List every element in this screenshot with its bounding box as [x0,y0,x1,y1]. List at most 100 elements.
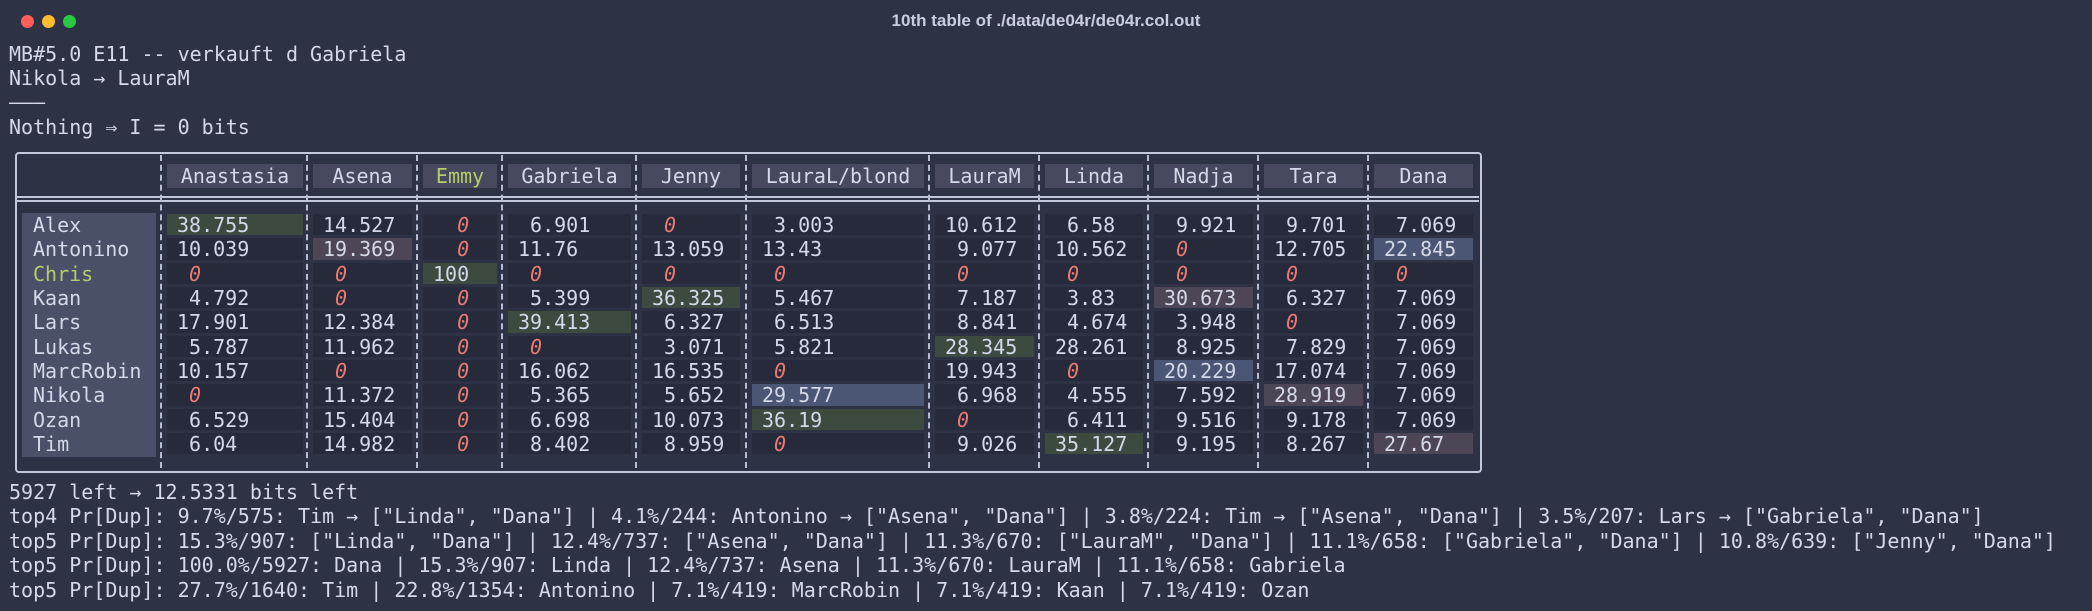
table-cell: 5.652 [664,383,725,408]
table-cell: 8.959 [664,432,725,457]
cell-bg [752,262,924,285]
footer-line: top5 Pr[Dup]: 100.0%/5927: Dana | 15.3%/… [9,553,1346,578]
header-cell-bg [1045,164,1143,188]
cell-bg [1045,238,1143,260]
table-cell: 12.705 [1274,237,1347,262]
column-header: Tara [1289,164,1338,188]
cell-bg [313,408,412,431]
table-cell: 100 [433,261,470,286]
cell-bg [752,433,924,455]
table-cell: 39.413 [518,310,591,335]
cell-bg [642,335,740,358]
cell-bg [1374,214,1473,236]
column-header: LauraM [948,164,1021,188]
table-cell: 0 [457,310,470,335]
minimize-button[interactable] [42,15,55,28]
cell-bg [1264,287,1363,309]
rule [17,196,1479,198]
table-cell: 0 [457,407,470,432]
cell-bg [423,287,497,309]
table-cell: 16.535 [652,359,725,384]
table-cell: 5.821 [774,334,835,359]
cell-bg [1374,408,1473,431]
table-cell: 10.073 [652,407,725,432]
cell-bg [642,311,740,333]
table-cell: 0 [189,261,202,286]
table-cell: 8.267 [1286,432,1347,457]
table-cell: 6.58 [1067,213,1116,237]
close-button[interactable] [21,15,34,28]
table-cell: 13.059 [652,237,725,262]
cell-bg [167,360,303,382]
column-header: Jenny [660,164,722,188]
cell-bg [423,360,497,382]
table-cell: 28.261 [1055,334,1128,359]
table-cell: 0 [457,213,470,237]
column-header: Nadja [1173,164,1234,188]
cell-bg [1264,408,1363,431]
cell-bg [1045,360,1143,382]
table-cell: 19.369 [323,237,396,262]
table-cell: 17.074 [1274,359,1347,384]
header-cell-bg [752,164,924,188]
table-cell: 7.829 [1286,334,1347,359]
cell-bg [1264,335,1363,358]
table-cell: 7.069 [1396,213,1457,237]
column-separator [928,155,930,468]
cell-bg [1374,311,1473,333]
table-cell: 0 [457,286,470,311]
cell-bg [508,408,631,431]
cell-bg [935,287,1034,309]
cell-bg [167,384,303,406]
cell-bg [1045,214,1143,236]
table-cell: 0 [1286,261,1299,286]
cell-bg [313,262,412,285]
table-cell: 0 [457,432,470,457]
cell-bg [642,384,740,406]
row-label: Chris [33,261,94,286]
cell-bg [752,311,924,333]
cell-bg [752,384,924,406]
table-cell: 10.039 [177,237,250,262]
cell-bg [642,238,740,260]
table-cell: 0 [457,359,470,384]
cell-bg [1045,262,1143,285]
cell-bg [1154,287,1253,309]
cell-bg [423,335,497,358]
table-cell: 4.792 [189,286,250,311]
table-cell: 13.43 [762,237,823,262]
table-cell: 0 [335,261,348,286]
footer-line: top5 Pr[Dup]: 27.7%/1640: Tim | 22.8%/13… [9,577,1310,602]
cell-bg [642,262,740,285]
cell-bg [423,311,497,333]
header-cell-bg [935,164,1034,188]
cell-bg [167,433,303,455]
table-cell: 0 [189,383,202,408]
cell-bg [642,433,740,455]
column-separator [1038,155,1040,468]
table-cell: 20.229 [1164,359,1237,384]
table-cell: 22.845 [1384,237,1457,262]
table-cell: 0 [1176,237,1189,262]
cell-bg [167,238,303,260]
cell-bg [1154,335,1253,358]
cell-bg [167,214,303,236]
table-cell: 9.195 [1176,432,1237,457]
zoom-button[interactable] [63,15,76,28]
header-cell-bg [508,164,631,188]
table-cell: 0 [1176,261,1189,286]
cell-bg [508,384,631,406]
cell-bg [935,311,1034,333]
cell-bg [1374,287,1473,309]
table-cell: 6.901 [530,213,591,237]
table-cell: 9.516 [1176,407,1237,432]
table-cell: 0 [774,432,787,457]
table-cell: 0 [1067,359,1080,384]
row-label: MarcRobin [33,359,142,384]
cell-bg [1045,408,1143,431]
table-cell: 7.592 [1176,383,1237,408]
cell-bg [508,287,631,309]
table-cell: 9.178 [1286,407,1347,432]
table-cell: 6.513 [774,310,835,335]
cell-bg [642,214,740,236]
